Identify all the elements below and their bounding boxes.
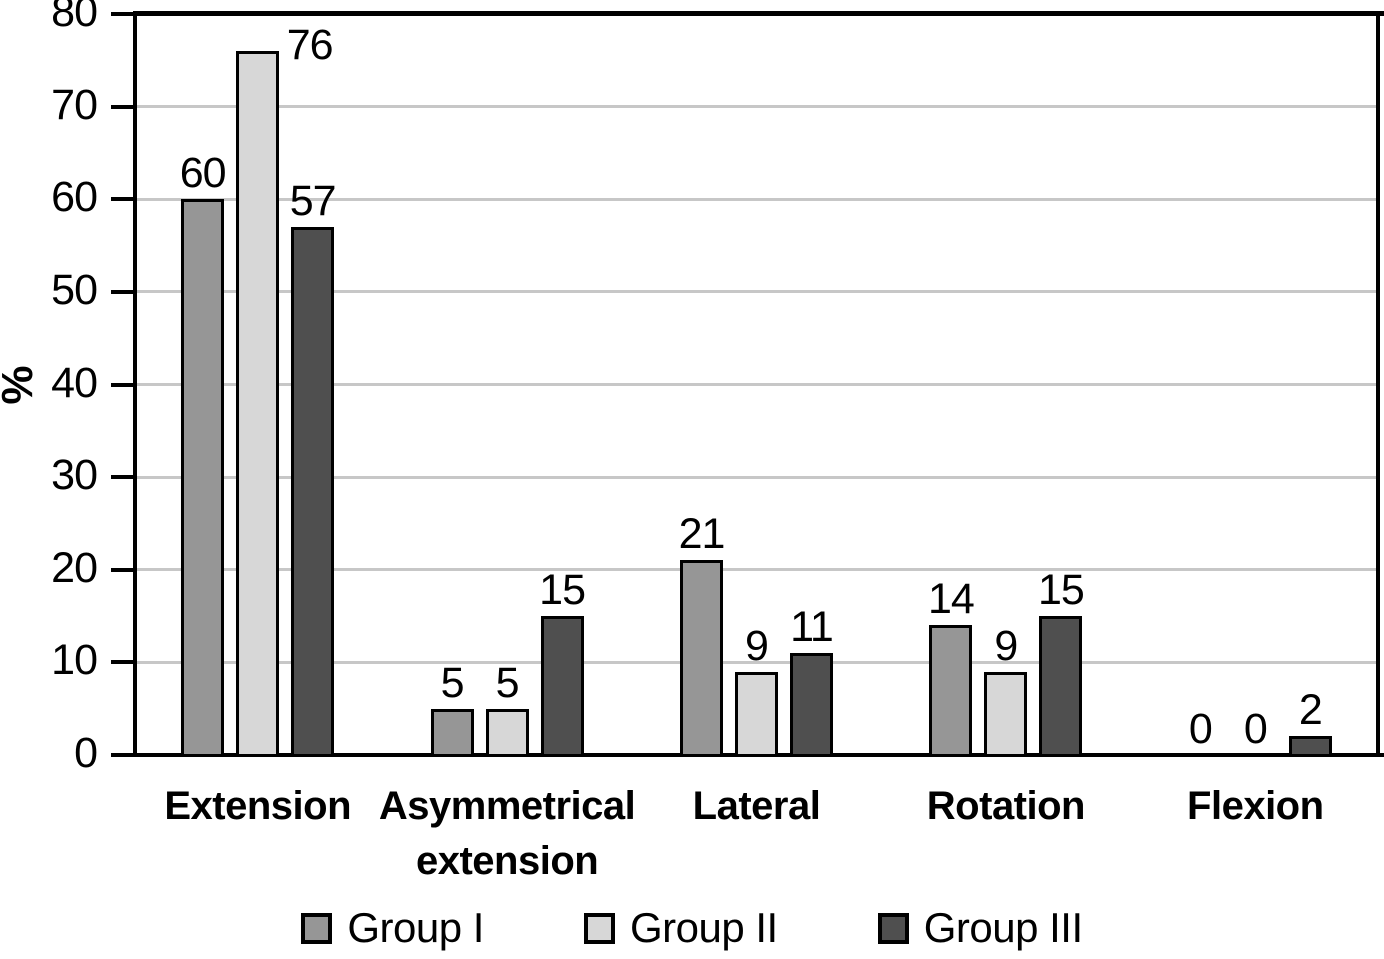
y-axis-tick-label: 0 [74, 729, 98, 777]
legend-swatch-icon [583, 912, 615, 944]
y-axis-tick [111, 753, 133, 757]
bar [540, 616, 584, 757]
bar [929, 625, 973, 757]
y-axis-tick [111, 197, 133, 202]
bar [984, 672, 1028, 757]
y-axis-tick-label: 20 [51, 543, 98, 592]
bar [485, 709, 529, 757]
bar [680, 560, 723, 757]
y-axis-tick [111, 12, 133, 16]
x-axis-category-label: Rotation [926, 784, 1086, 828]
bar [291, 227, 335, 757]
bar [181, 199, 225, 757]
x-axis-category-label: Extension [164, 784, 352, 828]
y-axis-tick-label: 40 [51, 358, 98, 407]
bar [790, 653, 833, 757]
legend-label: Group II [629, 904, 778, 951]
bar-value-label: 0 [1188, 705, 1213, 753]
y-axis-tick [111, 104, 133, 109]
bar-value-label: 0 [1243, 705, 1268, 753]
legend-item: Group I [301, 906, 484, 950]
y-axis-tick [111, 475, 133, 480]
bar-value-label: 9 [745, 622, 769, 670]
bar-value-label: 9 [994, 622, 1018, 670]
gridline [133, 568, 1380, 572]
bar [236, 51, 280, 757]
gridline [133, 475, 1380, 479]
y-axis-tick-label: 80 [51, 0, 98, 36]
legend-item: Group II [583, 904, 778, 951]
y-axis-line [133, 11, 137, 757]
bar-value-label: 5 [440, 659, 465, 707]
bar-value-label: 21 [678, 510, 726, 558]
y-axis-tick-label: 10 [51, 636, 98, 685]
x-axis-category-label: Asymmetrical extension [378, 784, 636, 883]
bar [735, 672, 778, 757]
plot-border-right [1376, 11, 1380, 757]
bar [430, 709, 474, 757]
bar-value-label: 57 [289, 177, 337, 225]
legend-label: Group I [347, 904, 484, 951]
y-axis-tick-label: 50 [51, 265, 98, 314]
legend-label: Group III [923, 904, 1083, 951]
bar-value-label: 2 [1298, 686, 1323, 734]
gridline [133, 383, 1380, 386]
bar-value-label: 15 [539, 566, 586, 614]
gridline [133, 660, 1380, 664]
legend-swatch-icon [877, 912, 909, 944]
legend-swatch-icon [301, 912, 333, 944]
x-axis-category-label: Lateral [692, 784, 821, 828]
gridline [133, 290, 1380, 294]
bar-value-label: 15 [1037, 566, 1085, 614]
plot-border-top [133, 11, 1384, 16]
y-axis-tick-label: 60 [51, 173, 98, 222]
y-axis-tick [111, 567, 133, 572]
y-axis-tick [111, 660, 133, 665]
bar-value-label: 14 [927, 575, 975, 623]
gridline [133, 197, 1380, 201]
legend-item: Group III [877, 904, 1083, 951]
bar-value-label: 5 [495, 659, 520, 707]
y-axis-tick-label: 30 [51, 451, 98, 500]
bar [1288, 736, 1332, 757]
y-axis-tick [111, 382, 133, 387]
y-axis-tick-label: 70 [51, 80, 98, 129]
bar-value-label: 60 [179, 149, 227, 197]
y-axis-tick [111, 289, 133, 294]
bar [1039, 616, 1083, 757]
bar-value-label: 11 [790, 603, 834, 651]
x-axis-category-label: Flexion [1187, 784, 1324, 828]
gridline [133, 105, 1380, 109]
legend: Group I Group II Group III [0, 903, 1384, 953]
bar-value-label: 76 [286, 21, 334, 69]
